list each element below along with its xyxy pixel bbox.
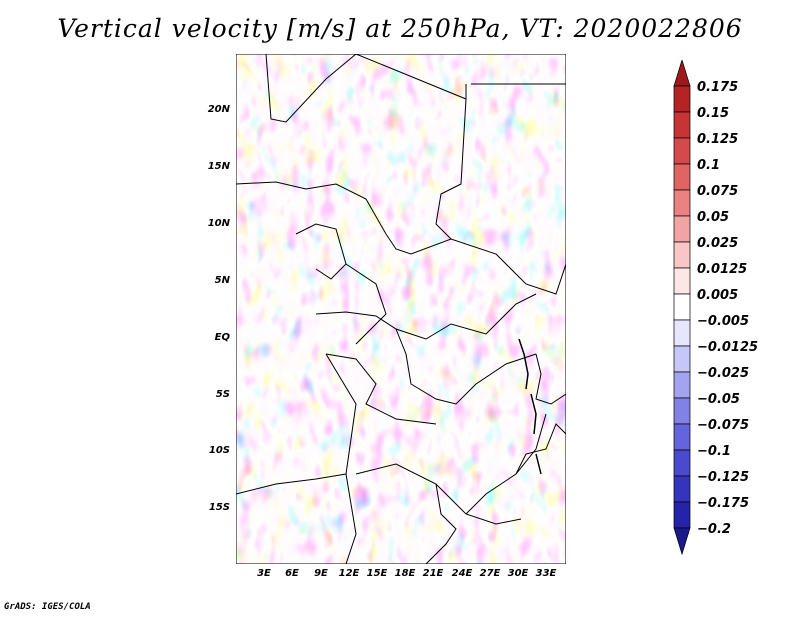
colorbar-label: −0.075 xyxy=(697,418,750,433)
velocity-map xyxy=(236,54,566,564)
chart-title: Vertical velocity [m/s] at 250hPa, VT: 2… xyxy=(57,14,743,43)
colorbar-label: −0.1 xyxy=(697,444,731,459)
lat-label-5s: 5S xyxy=(215,389,230,400)
colorbar-label: 0.125 xyxy=(697,132,739,147)
colorbar-segment xyxy=(673,85,691,113)
colorbar-label: −0.2 xyxy=(697,522,731,537)
colorbar-segment xyxy=(673,527,691,556)
lat-label-5n: 5N xyxy=(214,275,230,286)
colorbar-label: −0.125 xyxy=(697,470,750,485)
lon-label-33e: 33E xyxy=(535,568,557,579)
colorbar-segment xyxy=(673,163,691,191)
lon-label-18e: 18E xyxy=(394,568,416,579)
lon-label-9e: 9E xyxy=(314,568,328,579)
colorbar-segment xyxy=(673,319,691,347)
colorbar-segment xyxy=(673,60,691,87)
colorbar-segment xyxy=(673,293,691,321)
map-field xyxy=(236,54,566,564)
colorbar-label: 0.075 xyxy=(697,184,739,199)
colorbar-label: 0.1 xyxy=(697,158,721,173)
colorbar-label: 0.05 xyxy=(697,210,730,225)
colorbar-label: −0.0125 xyxy=(697,340,759,355)
colorbar-label: −0.175 xyxy=(697,496,750,511)
lon-label-21e: 21E xyxy=(422,568,444,579)
colorbar-segment xyxy=(673,345,691,373)
lon-label-15e: 15E xyxy=(366,568,388,579)
colorbar-label: −0.025 xyxy=(697,366,750,381)
colorbar-segment xyxy=(673,189,691,217)
colorbar-segment xyxy=(673,449,691,477)
lat-label-20n: 20N xyxy=(207,104,230,115)
lon-label-30e: 30E xyxy=(507,568,529,579)
lat-label-15s: 15S xyxy=(208,502,230,513)
lat-label-10n: 10N xyxy=(207,218,230,229)
colorbar-label: 0.15 xyxy=(697,106,730,121)
lon-label-27e: 27E xyxy=(479,568,501,579)
lon-label-24e: 24E xyxy=(451,568,473,579)
colorbar-label: 0.025 xyxy=(697,236,739,251)
colorbar-segment xyxy=(673,137,691,165)
colorbar-label: 0.0125 xyxy=(697,262,748,277)
lake-outlines xyxy=(518,338,542,475)
colorbar-segment xyxy=(673,111,691,139)
colorbar-label: 0.175 xyxy=(697,80,739,95)
lon-label-3e: 3E xyxy=(257,568,271,579)
colorbar-label: −0.05 xyxy=(697,392,740,407)
colorbar-segment xyxy=(673,215,691,243)
colorbar-segment xyxy=(673,267,691,295)
colorbar xyxy=(673,60,691,556)
colorbar-label: 0.005 xyxy=(697,288,739,303)
colorbar-segment xyxy=(673,475,691,503)
colorbar-segment xyxy=(673,423,691,451)
lon-label-6e: 6E xyxy=(285,568,299,579)
lon-label-12e: 12E xyxy=(338,568,360,579)
country-borders xyxy=(236,54,566,564)
lat-label-15n: 15N xyxy=(207,161,230,172)
colorbar-segment xyxy=(673,241,691,269)
lat-label-10s: 10S xyxy=(208,445,230,456)
lat-label-eq: EQ xyxy=(214,332,230,343)
colorbar-segment xyxy=(673,501,691,529)
colorbar-segment xyxy=(673,371,691,399)
grads-credit: GrADS: IGES/COLA xyxy=(4,602,91,612)
colorbar-segment xyxy=(673,397,691,425)
colorbar-label: −0.005 xyxy=(697,314,750,329)
